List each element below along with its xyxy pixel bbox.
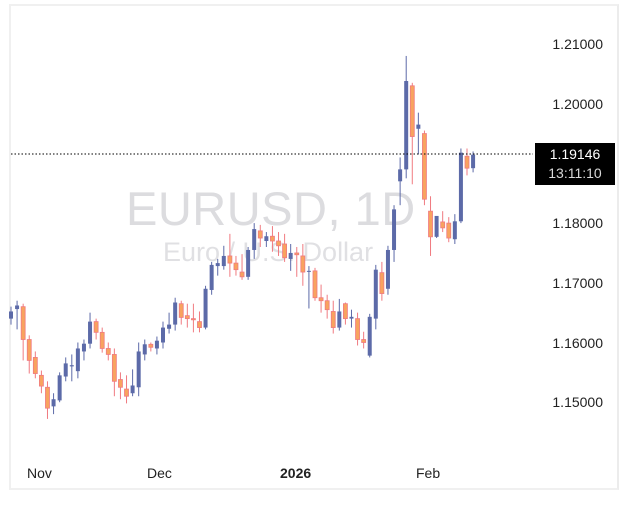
price-tick-label: 1.20000 [552, 95, 603, 112]
candle-down [118, 379, 123, 388]
candle-down [440, 221, 446, 229]
candle-up [167, 324, 172, 329]
candle-up [398, 169, 403, 182]
candle-down [300, 255, 306, 273]
candle-down [355, 318, 360, 340]
candle-down [227, 255, 233, 264]
candle-up [434, 215, 439, 237]
description-watermark: Euro / U.S. Dollar [163, 237, 374, 267]
candle-up [367, 316, 372, 356]
candle-up [51, 399, 56, 407]
candle-up [203, 288, 208, 328]
price-tick-label: 1.16000 [552, 334, 603, 351]
candle-up [142, 344, 147, 355]
candle-down [111, 354, 117, 382]
time-tick-label: Nov [27, 465, 52, 481]
candle-down [26, 339, 32, 361]
price-tick-label: 1.17000 [552, 274, 603, 291]
candle-down [428, 210, 433, 238]
candle-down [464, 155, 470, 169]
candle-down [190, 318, 196, 321]
candle-down [20, 306, 26, 340]
candle-down [446, 222, 452, 239]
candles [9, 55, 476, 419]
candle-down [330, 311, 336, 328]
candle-up [173, 302, 178, 325]
candle-up [136, 351, 141, 388]
last-price-label: 1.19146 13:11:10 [535, 143, 615, 185]
price-tick-label: 1.21000 [552, 36, 603, 52]
candle-down [32, 357, 38, 374]
candle-up [88, 321, 93, 344]
candle-up [81, 343, 86, 352]
candle-down [99, 331, 105, 349]
candle-down [184, 315, 190, 320]
candle-up [9, 311, 13, 319]
candle-down [239, 271, 245, 278]
symbol-watermark: EURUSD, 1D [126, 182, 416, 235]
candle-up [221, 255, 226, 267]
candle-up [306, 270, 311, 272]
candle-down [282, 243, 288, 259]
candle-down [409, 85, 415, 137]
price-tick-label: 1.18000 [552, 215, 603, 232]
candle-up [252, 229, 257, 250]
candle-down [105, 348, 111, 355]
candle-up [404, 81, 409, 170]
last-price-value: 1.19146 [549, 146, 601, 162]
candle-up [75, 348, 80, 372]
candle-down [257, 230, 263, 239]
candle-down [342, 303, 348, 320]
candle-down [318, 297, 324, 302]
candle-up [264, 236, 269, 242]
candle-down [361, 339, 367, 343]
candle-up [385, 249, 390, 289]
time-tick-label: 2026 [280, 465, 312, 481]
candle-down [45, 386, 50, 409]
candle-up [57, 375, 62, 401]
time-tick-label: Feb [416, 465, 441, 481]
candle-up [161, 327, 165, 343]
candle-up [452, 221, 457, 240]
candle-down [294, 252, 300, 256]
candle-up [69, 365, 74, 367]
candle-down [422, 133, 427, 200]
chart-frame [9, 4, 619, 490]
candle-down [124, 388, 129, 397]
time-tick-label: Dec [147, 465, 172, 481]
candle-up [288, 252, 293, 259]
candle-down [276, 240, 281, 247]
candle-up [373, 269, 378, 319]
candle-up [416, 124, 421, 129]
candle-down [324, 300, 330, 311]
candle-up [209, 264, 214, 290]
candle-up [63, 363, 68, 377]
bar-countdown: 13:11:10 [548, 165, 602, 181]
candle-down [270, 235, 275, 242]
candle-up [15, 305, 20, 310]
candle-up [215, 263, 220, 267]
candle-up [337, 311, 342, 328]
candle-up [154, 340, 159, 349]
candle-down [93, 321, 99, 333]
candle-down [148, 343, 154, 348]
price-tick-label: 1.15000 [552, 394, 603, 411]
candle-down [312, 270, 318, 299]
candle-down [197, 321, 202, 328]
candle-up [458, 152, 463, 222]
candle-up [471, 154, 476, 169]
candle-down [39, 374, 44, 387]
candle-up [349, 316, 354, 319]
candle-up [130, 385, 135, 394]
candle-up [246, 249, 251, 277]
candle-down [178, 303, 184, 318]
candle-down [379, 272, 385, 294]
candle-down [233, 262, 239, 271]
candle-up [392, 209, 397, 250]
